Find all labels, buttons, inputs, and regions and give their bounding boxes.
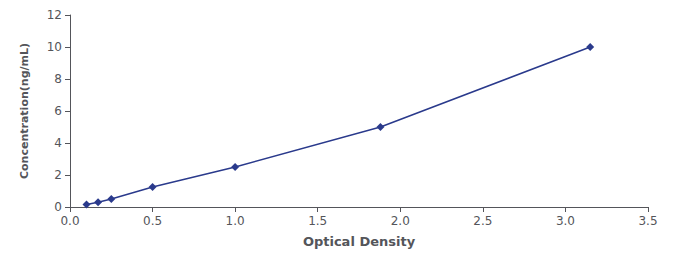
svg-text:Optical Density: Optical Density xyxy=(303,234,416,249)
svg-text:8: 8 xyxy=(54,72,62,86)
svg-text:10: 10 xyxy=(47,40,62,54)
svg-text:0.0: 0.0 xyxy=(60,214,79,228)
svg-text:3.5: 3.5 xyxy=(638,214,657,228)
svg-text:6: 6 xyxy=(54,104,62,118)
svg-text:Concentration(ng/mL): Concentration(ng/mL) xyxy=(18,43,31,179)
svg-text:0: 0 xyxy=(54,200,62,214)
svg-text:2.0: 2.0 xyxy=(391,214,410,228)
svg-text:1.5: 1.5 xyxy=(308,214,327,228)
svg-text:0.5: 0.5 xyxy=(143,214,162,228)
svg-text:4: 4 xyxy=(54,136,62,150)
svg-text:2.5: 2.5 xyxy=(473,214,492,228)
svg-text:3.0: 3.0 xyxy=(556,214,575,228)
svg-text:2: 2 xyxy=(54,168,62,182)
svg-text:12: 12 xyxy=(47,8,62,22)
svg-text:1.0: 1.0 xyxy=(226,214,245,228)
